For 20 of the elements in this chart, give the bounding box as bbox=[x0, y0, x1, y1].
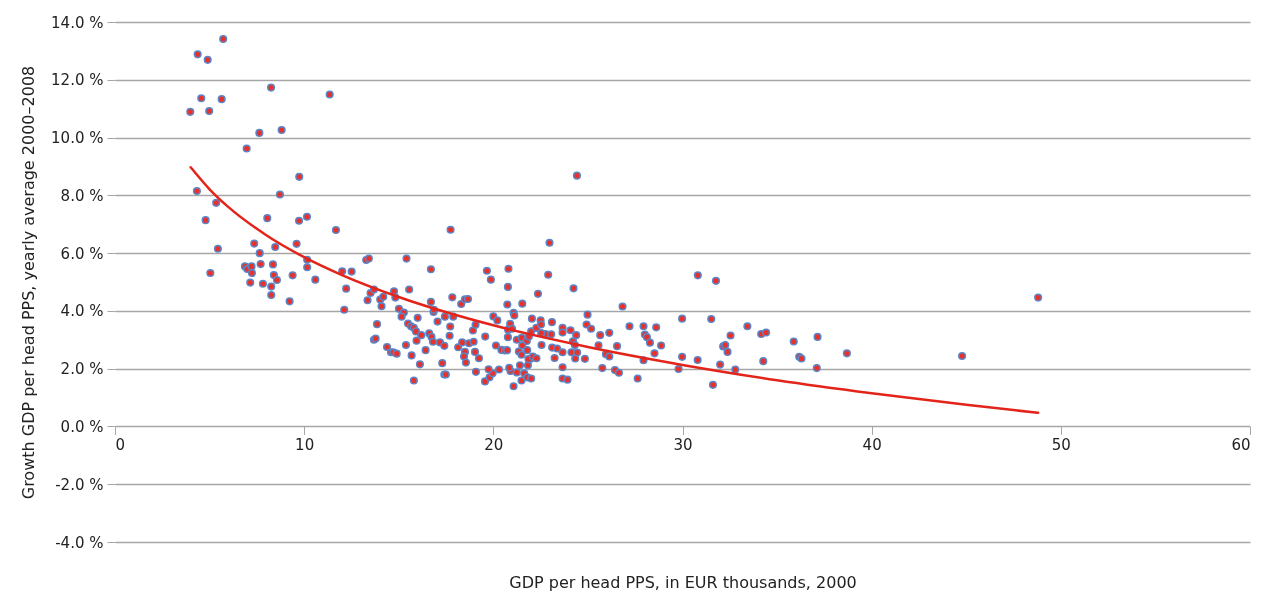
y-axis-title: Growth GDP per head PPS, yearly average 2000–2008 bbox=[19, 65, 39, 500]
x-tick-label: 60 bbox=[1231, 435, 1251, 454]
y-tick-label: 4.0 % bbox=[60, 302, 104, 321]
y-tick-label: 0.0 % bbox=[60, 417, 104, 436]
x-tick-label: 40 bbox=[862, 435, 882, 454]
y-tick-label: 14.0 % bbox=[51, 13, 104, 32]
x-tick-label: 0 bbox=[115, 435, 126, 454]
y-tick-label: -2.0 % bbox=[55, 475, 104, 494]
x-tick-label: 10 bbox=[295, 435, 315, 454]
x-tick-label: 20 bbox=[484, 435, 504, 454]
y-tick-label: 12.0 % bbox=[51, 71, 104, 90]
y-tick-label: -4.0 % bbox=[55, 533, 104, 552]
x-tick-label: 50 bbox=[1051, 435, 1071, 454]
y-tick-label: 2.0 % bbox=[60, 360, 104, 379]
y-tick-label: 8.0 % bbox=[60, 186, 104, 205]
x-axis-title: GDP per head PPS, in EUR thousands, 2000 bbox=[509, 572, 857, 592]
y-tick-label: 10.0 % bbox=[51, 129, 104, 148]
y-tick-label: 6.0 % bbox=[60, 244, 104, 263]
line-series bbox=[189, 166, 1040, 415]
x-tick-label: 30 bbox=[673, 435, 693, 454]
